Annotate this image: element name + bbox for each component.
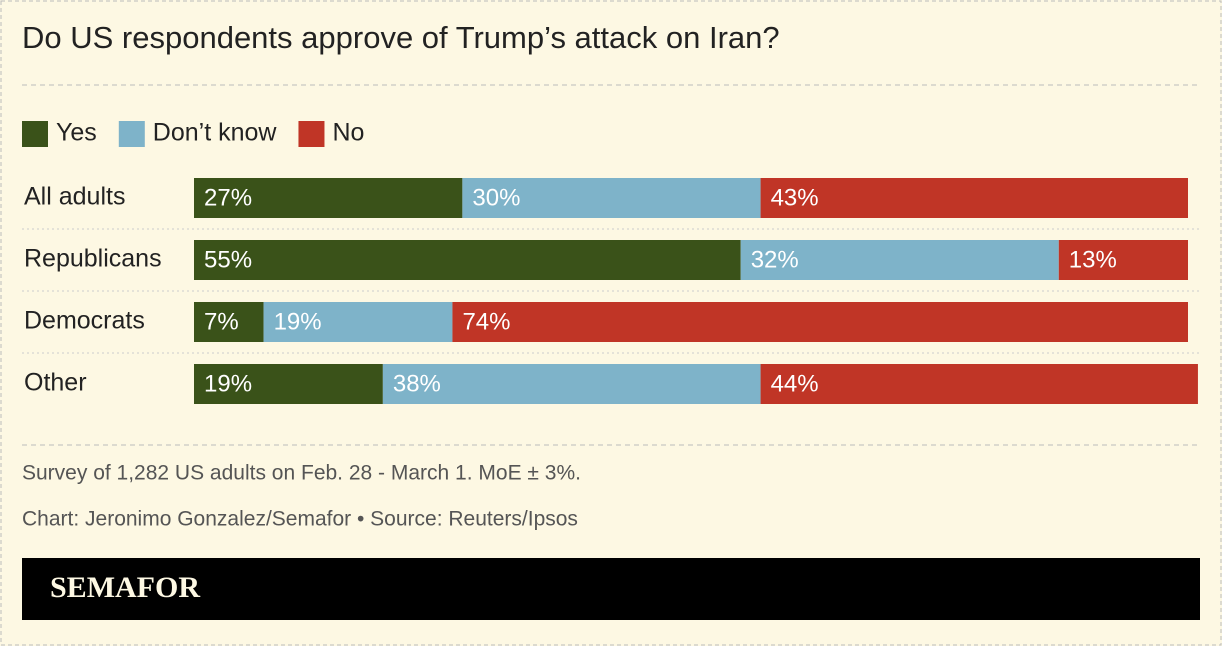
bar-segment: [462, 178, 761, 218]
note: Survey of 1,282 US adults on Feb. 28 - M…: [22, 462, 581, 485]
credit: Chart: Jeronimo Gonzalez/Semafor • Sourc…: [22, 508, 578, 531]
bar-segment: [1058, 240, 1188, 280]
bar-segment: [194, 178, 463, 218]
bar-segment: [194, 240, 741, 280]
bar-segment: [740, 240, 1059, 280]
bar-segment: [194, 302, 264, 342]
value-label: 7%: [204, 308, 239, 335]
value-label: 55%: [204, 246, 252, 273]
bar-segment: [760, 364, 1198, 404]
bar-segment: [194, 364, 383, 404]
value-label: 43%: [771, 184, 819, 211]
logo-bar: [22, 558, 1200, 620]
bar-segment: [452, 302, 1188, 342]
bar-segment: [760, 178, 1188, 218]
legend-label: Yes: [56, 119, 97, 147]
row-label: Democrats: [24, 307, 145, 335]
legend-swatch: [298, 121, 325, 147]
logo: SEMAFOR: [50, 571, 200, 604]
value-label: 19%: [274, 308, 322, 335]
chart-title: Do US respondents approve of Trump’s att…: [22, 20, 780, 55]
value-label: 30%: [472, 184, 520, 211]
value-label: 19%: [204, 370, 252, 397]
value-label: 74%: [462, 308, 510, 335]
bar-segment: [263, 302, 453, 342]
value-label: 27%: [204, 184, 252, 211]
legend-swatch: [118, 121, 145, 147]
row-label: All adults: [24, 183, 125, 211]
value-label: 44%: [771, 370, 819, 397]
row-label: Other: [24, 369, 87, 397]
value-label: 38%: [393, 370, 441, 397]
bar-segment: [382, 364, 761, 404]
row-label: Republicans: [24, 245, 162, 273]
legend-label: No: [332, 119, 364, 147]
legend-label: Don’t know: [153, 119, 278, 147]
value-label: 32%: [751, 246, 799, 273]
legend-swatch: [22, 121, 48, 147]
value-label: 13%: [1069, 246, 1117, 273]
